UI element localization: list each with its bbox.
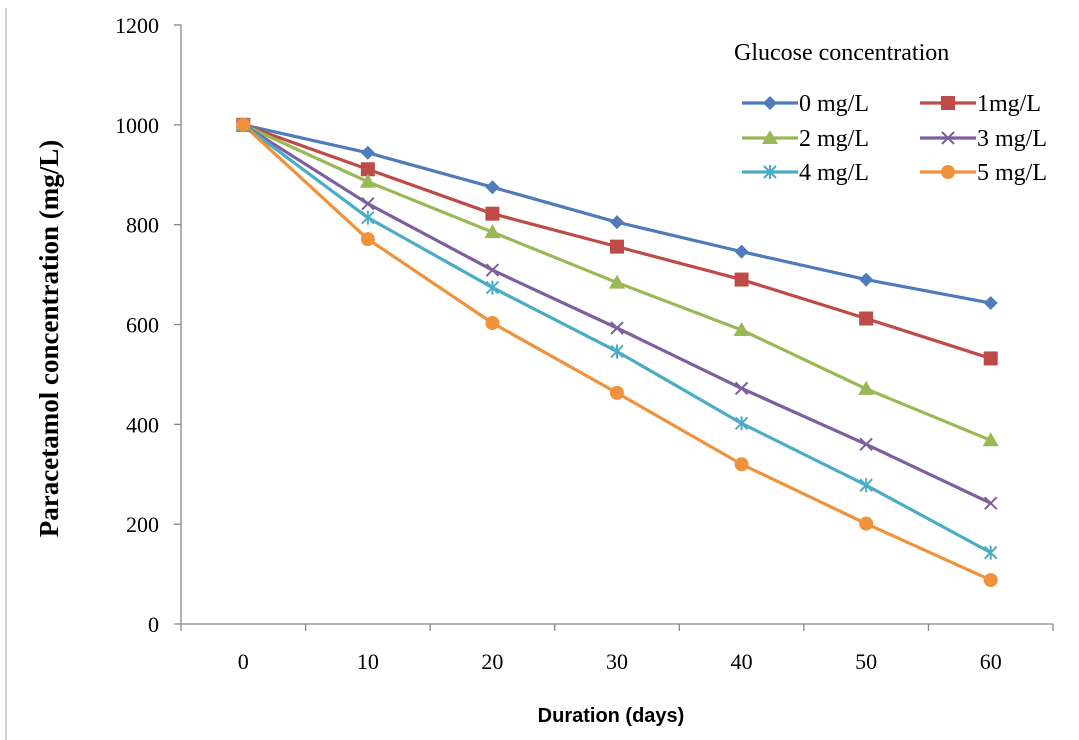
y-tick-label: 200 — [126, 512, 159, 537]
data-point-star — [485, 280, 500, 295]
data-point-x — [610, 321, 624, 335]
data-point-triangle — [609, 274, 625, 289]
legend: 0 mg/L 1mg/L 2 mg/L 3 mg/L 4 mg/L 5 mg/L — [742, 91, 1047, 186]
data-point-star — [984, 545, 998, 560]
data-point-diamond — [734, 244, 749, 259]
data-point-circle — [734, 457, 749, 472]
x-axis-label: Duration (days) — [538, 705, 685, 727]
y-tick-label: 1000 — [115, 113, 159, 138]
data-point-triangle — [982, 432, 999, 447]
data-point-triangle — [484, 224, 501, 239]
legend-title: Glucose concentration — [734, 40, 949, 66]
data-point-diamond — [983, 296, 998, 311]
data-point-circle — [610, 385, 624, 400]
legend-diamond-marker — [763, 96, 777, 110]
data-point-diamond — [485, 180, 500, 195]
data-point-circle — [485, 316, 500, 331]
data-point-square — [734, 272, 749, 287]
x-tick-label: 10 — [357, 649, 379, 674]
data-point-x — [734, 381, 749, 396]
y-tick-label: 400 — [126, 412, 159, 437]
legend-entry-label: 1mg/L — [977, 91, 1041, 117]
data-point-star — [734, 416, 749, 431]
x-tick-label: 50 — [855, 649, 877, 674]
data-point-triangle — [359, 173, 376, 188]
y-tick-label: 1200 — [115, 13, 159, 38]
data-point-triangle — [858, 380, 875, 395]
legend-entry-label: 0 mg/L — [799, 91, 869, 117]
x-tick-label: 20 — [481, 649, 503, 674]
data-point-star — [610, 344, 624, 359]
y-tick-label: 0 — [148, 612, 159, 637]
data-point-square — [360, 162, 375, 177]
legend-x-marker — [941, 131, 955, 145]
data-point-triangle — [733, 321, 750, 336]
legend-star-marker — [763, 165, 777, 179]
x-tick-label: 60 — [980, 649, 1002, 674]
data-point-circle — [859, 516, 874, 531]
x-tick-label: 0 — [238, 649, 249, 674]
legend-entry-label: 4 mg/L — [799, 160, 869, 186]
data-point-circle — [236, 117, 251, 132]
data-point-star — [361, 210, 375, 225]
data-point-diamond — [859, 272, 874, 287]
legend-square-marker — [941, 96, 955, 110]
data-point-x — [361, 196, 375, 211]
plot-area: 0 200 400 600 800 1000 1200 0 10 20 30 40 50 60 — [115, 13, 1054, 674]
data-point-diamond — [610, 215, 624, 230]
x-tick-label: 40 — [731, 649, 753, 674]
data-point-star — [859, 478, 873, 493]
data-point-diamond — [360, 145, 375, 160]
legend-entry-label: 5 mg/L — [977, 160, 1047, 186]
data-point-square — [859, 311, 874, 326]
legend-entry-label: 3 mg/L — [977, 126, 1047, 152]
data-point-x — [485, 263, 500, 277]
data-point-square — [485, 206, 500, 221]
data-point-x — [984, 496, 998, 510]
legend-triangle-marker — [762, 130, 778, 144]
legend-circle-marker — [941, 165, 955, 179]
data-point-x — [859, 437, 873, 452]
x-tick-label: 30 — [606, 649, 628, 674]
y-tick-label: 600 — [126, 313, 159, 338]
data-point-circle — [360, 232, 375, 247]
data-point-circle — [983, 573, 998, 588]
y-tick-label: 800 — [126, 213, 159, 238]
y-axis-label: Paracetamol concentration (mg/L) — [34, 140, 64, 537]
data-point-square — [610, 239, 624, 254]
legend-entry-label: 2 mg/L — [799, 126, 869, 152]
data-point-square — [983, 351, 998, 366]
